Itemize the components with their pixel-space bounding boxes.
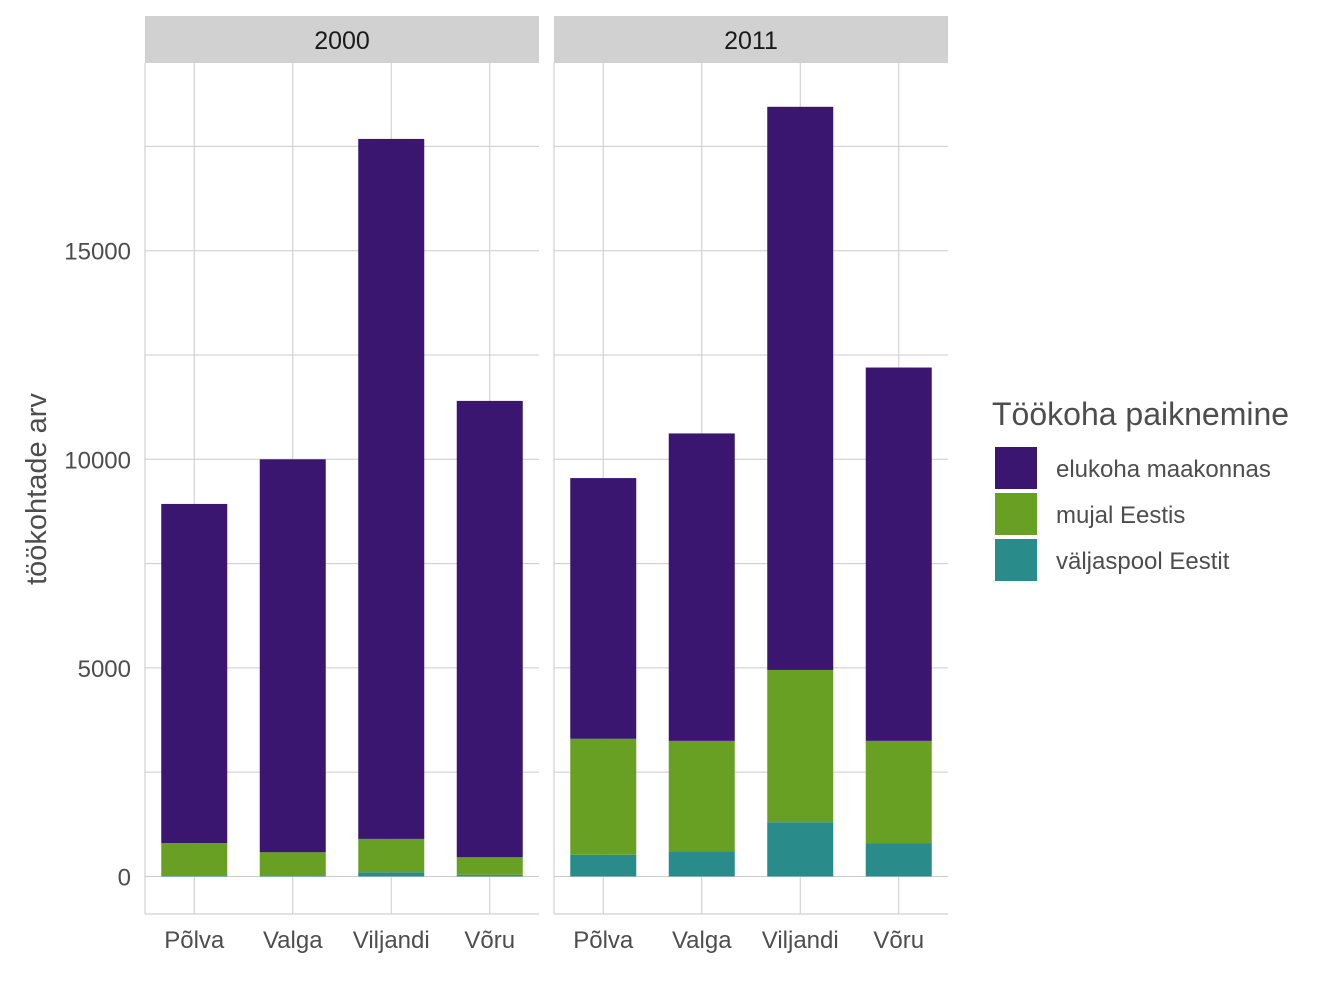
legend-swatch-mujal-eestis bbox=[995, 493, 1037, 535]
bar-2000-viljandi-mujal-eestis bbox=[358, 838, 425, 873]
bar-2011-valga-valjaspool-eestit bbox=[668, 851, 735, 877]
bar-2000-voru-mujal-eestis bbox=[456, 857, 523, 875]
legend-label-mujal-eestis: mujal Eestis bbox=[1056, 502, 1185, 529]
panels: 2000 Põlva Valga Viljandi Võru 2011 Põlva Valga… bbox=[144, 16, 948, 954]
bar-2000-valga-valjaspool-eestit bbox=[259, 875, 326, 877]
panel-2011: 2011 Põlva Valga Viljandi Võru bbox=[553, 16, 948, 954]
panel-strip-label: 2000 bbox=[314, 27, 370, 55]
x-tick-label: Viljandi bbox=[353, 927, 430, 954]
bar-2011-voru-elukoha-maakonnas bbox=[865, 367, 932, 741]
y-axis-title: töökohtade arv bbox=[21, 393, 53, 585]
bar-2000-polva-elukoha-maakonnas bbox=[161, 503, 228, 844]
x-tick-label: Võru bbox=[873, 927, 924, 954]
x-tick-label: Viljandi bbox=[762, 927, 839, 954]
bar-2000-valga-elukoha-maakonnas bbox=[259, 459, 326, 853]
panel-2000: 2000 Põlva Valga Viljandi Võru bbox=[144, 16, 539, 954]
panel-strip-label: 2011 bbox=[724, 27, 778, 55]
legend-label-valjaspool-eestit: väljaspool Eestit bbox=[1056, 548, 1230, 575]
bar-2011-polva-mujal-eestis bbox=[570, 738, 637, 855]
bar-2011-valga-mujal-eestis bbox=[668, 740, 735, 852]
bar-2000-polva-valjaspool-eestit bbox=[161, 875, 228, 877]
y-tick-label: 5000 bbox=[78, 656, 131, 683]
y-tick-label: 0 bbox=[118, 864, 131, 891]
legend-swatch-valjaspool-eestit bbox=[995, 539, 1037, 581]
bar-2011-viljandi-elukoha-maakonnas bbox=[767, 106, 834, 670]
y-axis: 0 5000 10000 15000 bbox=[64, 239, 131, 892]
x-tick-label: Valga bbox=[263, 927, 323, 954]
panel-strip bbox=[145, 16, 539, 63]
bar-2000-polva-mujal-eestis bbox=[161, 843, 228, 876]
bar-2011-voru-valjaspool-eestit bbox=[865, 843, 932, 877]
bar-2011-polva-valjaspool-eestit bbox=[570, 854, 637, 877]
panel-strip bbox=[554, 16, 948, 63]
bar-2000-viljandi-elukoha-maakonnas bbox=[358, 138, 425, 839]
legend-swatch-elukoha-maakonnas bbox=[995, 447, 1037, 489]
y-tick-label: 10000 bbox=[64, 447, 131, 474]
bar-2011-voru-mujal-eestis bbox=[865, 740, 932, 844]
x-tick-label: Valga bbox=[672, 927, 732, 954]
bar-2011-polva-elukoha-maakonnas bbox=[570, 478, 637, 739]
y-tick-label: 15000 bbox=[64, 239, 131, 266]
bar-2011-valga-elukoha-maakonnas bbox=[668, 433, 735, 741]
bar-2011-viljandi-mujal-eestis bbox=[767, 669, 834, 823]
legend-title: Töökoha paiknemine bbox=[992, 396, 1289, 432]
legend-label-elukoha-maakonnas: elukoha maakonnas bbox=[1056, 456, 1271, 483]
x-tick-label: Võru bbox=[464, 927, 515, 954]
x-tick-label: Põlva bbox=[573, 927, 634, 954]
bar-2000-valga-mujal-eestis bbox=[259, 852, 326, 876]
x-tick-label: Põlva bbox=[164, 927, 225, 954]
bar-2000-voru-valjaspool-eestit bbox=[456, 874, 523, 877]
bar-2000-voru-elukoha-maakonnas bbox=[456, 400, 523, 858]
legend: Töökoha paiknemine elukoha maakonnas muja… bbox=[992, 396, 1289, 581]
bar-2011-viljandi-valjaspool-eestit bbox=[767, 822, 834, 877]
bar-2000-viljandi-valjaspool-eestit bbox=[358, 872, 425, 877]
